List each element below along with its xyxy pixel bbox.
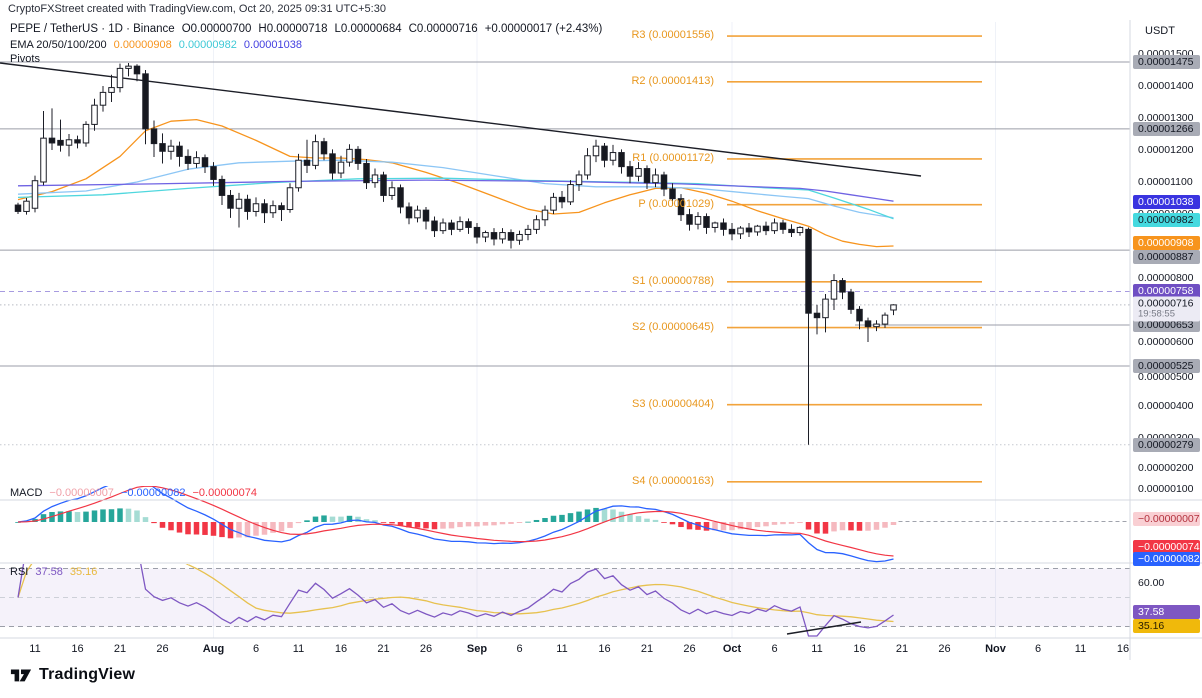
price-axis-tick: 0.00000400 [1138, 400, 1194, 412]
ohlc-low: L0.00000684 [334, 23, 402, 35]
time-axis-label: 16 [71, 643, 84, 655]
rsi-legend-row[interactable]: RSI 37.58 35.16 [10, 566, 111, 578]
price-axis-badge: 0.00001475 [1133, 55, 1200, 69]
price-axis-tick: 0.00000800 [1138, 272, 1194, 284]
time-axis-label: 11 [556, 643, 568, 655]
attribution-text: CryptoFXStreet created with TradingView.… [8, 3, 386, 15]
rsi-axis-tick: 60.00 [1138, 577, 1165, 589]
time-axis-label: 21 [640, 643, 654, 655]
bar-countdown: 19:58:55 [1138, 308, 1175, 320]
time-axis-label: 21 [113, 643, 127, 655]
price-axis-badge: 0.00000982 [1133, 213, 1200, 227]
price-axis-badge: 0.00000525 [1133, 359, 1200, 373]
price-axis-badge: 0.00000887 [1133, 250, 1200, 264]
time-axis-label: 6 [252, 643, 260, 655]
pivot-level-label: S3 (0.00000404) [632, 397, 714, 410]
time-axis-label: 6 [1034, 643, 1042, 655]
macdv-value: −0.00000082 [120, 487, 186, 499]
symbol-ohlc-row[interactable]: PEPE / TetherUS · 1D · Binance O0.0000070… [10, 23, 609, 35]
time-axis-label: 11 [292, 643, 305, 655]
time-axis-label: 6 [516, 643, 523, 655]
macd-legend-label: MACD [10, 487, 43, 499]
rsi-axis-badge: 35.16 [1133, 619, 1200, 633]
price-axis-tick: 0.00001300 [1138, 112, 1194, 124]
macd-legend-row[interactable]: MACD −0.00000007 −0.00000082 −0.00000074 [10, 487, 271, 499]
time-axis-label: 16 [1116, 643, 1130, 655]
rsi-legend-label: RSI [10, 566, 29, 578]
price-axis-tick: 0.00000600 [1138, 336, 1194, 348]
ema-legend-label: EMA 20/50/100/200 [10, 39, 107, 51]
price-axis-badge: 0.00000279 [1133, 438, 1200, 452]
time-axis-label: 26 [419, 643, 433, 655]
price-axis-tick: 0.00001400 [1138, 80, 1194, 92]
price-axis-badge: 0.00000653 [1133, 318, 1200, 332]
time-axis-label: Nov [985, 643, 1006, 655]
price-axis-badge: 0.00001038 [1133, 195, 1200, 209]
macd-axis-badge: −0.00000082 [1133, 552, 1200, 566]
macd-values: −0.00000007 −0.00000082 −0.00000074 [49, 487, 264, 499]
time-axis-label: 11 [1074, 643, 1087, 655]
macdv-value: −0.00000074 [192, 487, 258, 499]
time-axis-label: 16 [598, 643, 611, 655]
ohlc-open: O0.00000700 [181, 23, 252, 35]
ohlc-change: +0.00000017 (+2.43%) [484, 23, 603, 35]
emav-value: 0.00000982 [178, 39, 237, 51]
pivot-level-label: P (0.00001029) [638, 197, 714, 210]
price-axis-tick: 0.00001200 [1138, 144, 1194, 156]
macd-axis-badge: −0.00000007 [1133, 512, 1200, 526]
time-axis-label: 16 [334, 643, 348, 655]
time-axis-label: 26 [938, 643, 951, 655]
pivot-level-label: R1 (0.00001172) [632, 151, 714, 164]
time-axis-label: Sep [466, 643, 488, 655]
time-axis-label: 21 [895, 643, 909, 655]
time-axis-label: 16 [853, 643, 866, 655]
macd-axis-badge: −0.00000074 [1133, 540, 1200, 554]
price-axis-badge: 0.00001266 [1133, 122, 1200, 136]
ema-values: 0.00000908 0.00000982 0.00001038 [114, 39, 309, 51]
current-price-value: 0.00000716 [1138, 297, 1194, 310]
rsiv-value: 37.58 [35, 566, 63, 578]
emav-value: 0.00001038 [243, 39, 303, 51]
ohlc-close: C0.00000716 [408, 23, 478, 35]
macdv-value: −0.00000007 [49, 487, 114, 499]
time-axis-label: Aug [202, 643, 225, 655]
pivot-level-label: S2 (0.00000645) [632, 320, 714, 333]
pivot-level-label: R3 (0.00001556) [631, 29, 714, 42]
time-axis-label: 21 [377, 643, 390, 655]
pivot-level-label: S1 (0.00000788) [632, 274, 714, 287]
ema-legend-row[interactable]: EMA 20/50/100/200 0.00000908 0.00000982 0.0… [10, 39, 316, 51]
price-axis-badge: 0.00000908 [1133, 236, 1200, 250]
price-axis-tick: 0.00000200 [1138, 462, 1194, 474]
emav-value: 0.00000908 [113, 39, 172, 51]
pivot-level-label: S4 (0.00000163) [632, 474, 714, 487]
tradingview-logo[interactable]: TradingView [10, 664, 135, 686]
symbol-title[interactable]: PEPE / TetherUS · 1D · Binance [10, 23, 175, 35]
price-axis-tick: 0.00001100 [1138, 176, 1193, 188]
rsi-axis-badge: 37.58 [1133, 605, 1200, 619]
tradingview-logo-icon [10, 669, 32, 682]
pivot-level-label: R2 (0.00001413) [631, 74, 714, 87]
time-axis-label: 26 [156, 643, 169, 655]
tradingview-logo-text: TradingView [39, 666, 136, 683]
ohlc-high: H0.00000718 [258, 23, 328, 35]
price-axis-badge: 0.00000758 [1133, 284, 1200, 298]
price-axis-tick: 0.00000500 [1138, 371, 1194, 383]
current-price-badge: 0.00000716 19:58:55 [1133, 296, 1200, 322]
time-axis-label: 26 [683, 643, 696, 655]
time-axis-label: Oct [722, 643, 742, 655]
rsi-values: 37.58 35.16 [35, 566, 104, 578]
time-axis-label: 11 [29, 643, 41, 655]
axis-currency-label: USDT [1145, 25, 1175, 37]
rsiv-value: 35.16 [69, 566, 98, 578]
time-axis-label: 6 [771, 643, 778, 655]
time-axis-label: 11 [811, 643, 823, 655]
price-axis-tick: 0.00000100 [1138, 483, 1194, 495]
pivots-legend-label[interactable]: Pivots [10, 53, 40, 65]
